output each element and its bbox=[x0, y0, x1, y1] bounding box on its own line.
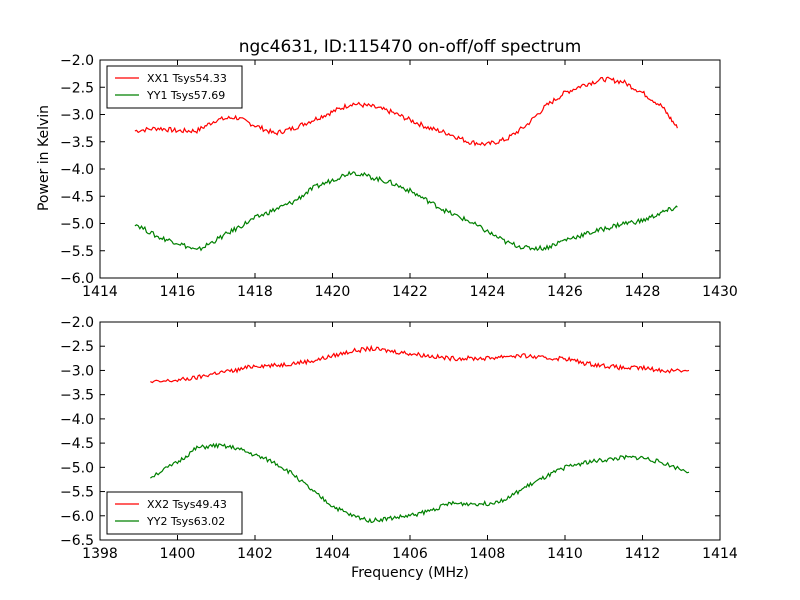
y-tick-label: −6.0 bbox=[60, 509, 94, 525]
y-tick-label: −5.5 bbox=[60, 244, 94, 260]
y-tick-label: −4.5 bbox=[60, 436, 94, 452]
y-tick-label: −5.0 bbox=[60, 217, 94, 233]
legend-entry: XX2 Tsys49.43 bbox=[147, 498, 227, 511]
y-tick-label: −3.0 bbox=[60, 108, 94, 124]
y-tick-label: −3.5 bbox=[60, 388, 94, 404]
x-tick-label: 1414 bbox=[82, 284, 118, 300]
y-tick-label: −5.5 bbox=[60, 485, 94, 501]
x-tick-label: 1404 bbox=[315, 546, 351, 562]
x-tick-label: 1416 bbox=[160, 284, 196, 300]
legend-1: XX1 Tsys54.33 YY1 Tsys57.69 bbox=[106, 65, 243, 109]
x-tick-label: 1412 bbox=[625, 546, 661, 562]
legend-box bbox=[106, 65, 243, 109]
x-tick-label: 1402 bbox=[237, 546, 273, 562]
x-tick-label: 1422 bbox=[392, 284, 428, 300]
series-line-2-1 bbox=[150, 344, 690, 384]
y-tick-label: −4.0 bbox=[60, 162, 94, 178]
legend-2: XX2 Tsys49.43 YY2 Tsys63.02 bbox=[106, 491, 243, 535]
series-line-2-2 bbox=[150, 442, 690, 524]
legend-entry: XX1 Tsys54.33 bbox=[147, 72, 227, 85]
bottom-panel: 1398 1400 1402 1404 1406 1408 1410 1412 1414 −6.5… bbox=[60, 315, 738, 562]
figure-title: ngc4631, ID:115470 on-off/off spectrum bbox=[239, 37, 582, 57]
y-tick-label: −4.5 bbox=[60, 189, 94, 205]
x-tick-label: 1408 bbox=[470, 546, 506, 562]
y-tick-label: −2.5 bbox=[60, 80, 94, 96]
y-tick-label: −2.0 bbox=[60, 53, 94, 69]
x-tick-label: 1424 bbox=[470, 284, 506, 300]
y-tick-label: −6.5 bbox=[60, 533, 94, 549]
x-tick-label: 1410 bbox=[547, 546, 583, 562]
y-axis-label: Power in Kelvin bbox=[36, 105, 52, 211]
y-tick-label: −6.0 bbox=[60, 271, 94, 287]
series-line-1-1 bbox=[134, 76, 678, 147]
x-tick-label: 1400 bbox=[160, 546, 196, 562]
x-tick-label: 1418 bbox=[237, 284, 273, 300]
x-tick-label: 1414 bbox=[702, 546, 738, 562]
y-tick-label: −2.0 bbox=[60, 315, 94, 331]
x-tick-label: 1430 bbox=[702, 284, 738, 300]
y-tick-label: −3.5 bbox=[60, 135, 94, 151]
x-axis-label: Frequency (MHz) bbox=[351, 565, 469, 581]
y-tick-label: −2.5 bbox=[60, 339, 94, 355]
x-tick-label: 1428 bbox=[625, 284, 661, 300]
series-line-1-2 bbox=[134, 170, 678, 252]
y-tick-label: −3.0 bbox=[60, 363, 94, 379]
legend-box bbox=[106, 491, 243, 535]
top-panel: 1414 1416 1418 1420 1422 1424 1426 1428 1430 −6.0… bbox=[60, 53, 738, 300]
legend-entry: YY1 Tsys57.69 bbox=[146, 89, 225, 102]
x-tick-label: 1426 bbox=[547, 284, 583, 300]
x-tick-label: 1406 bbox=[392, 546, 428, 562]
x-tick-label: 1420 bbox=[315, 284, 351, 300]
y-tick-label: −5.0 bbox=[60, 460, 94, 476]
x-tick-label: 1398 bbox=[82, 546, 118, 562]
y-tick-label: −4.0 bbox=[60, 412, 94, 428]
legend-entry: YY2 Tsys63.02 bbox=[146, 515, 225, 528]
